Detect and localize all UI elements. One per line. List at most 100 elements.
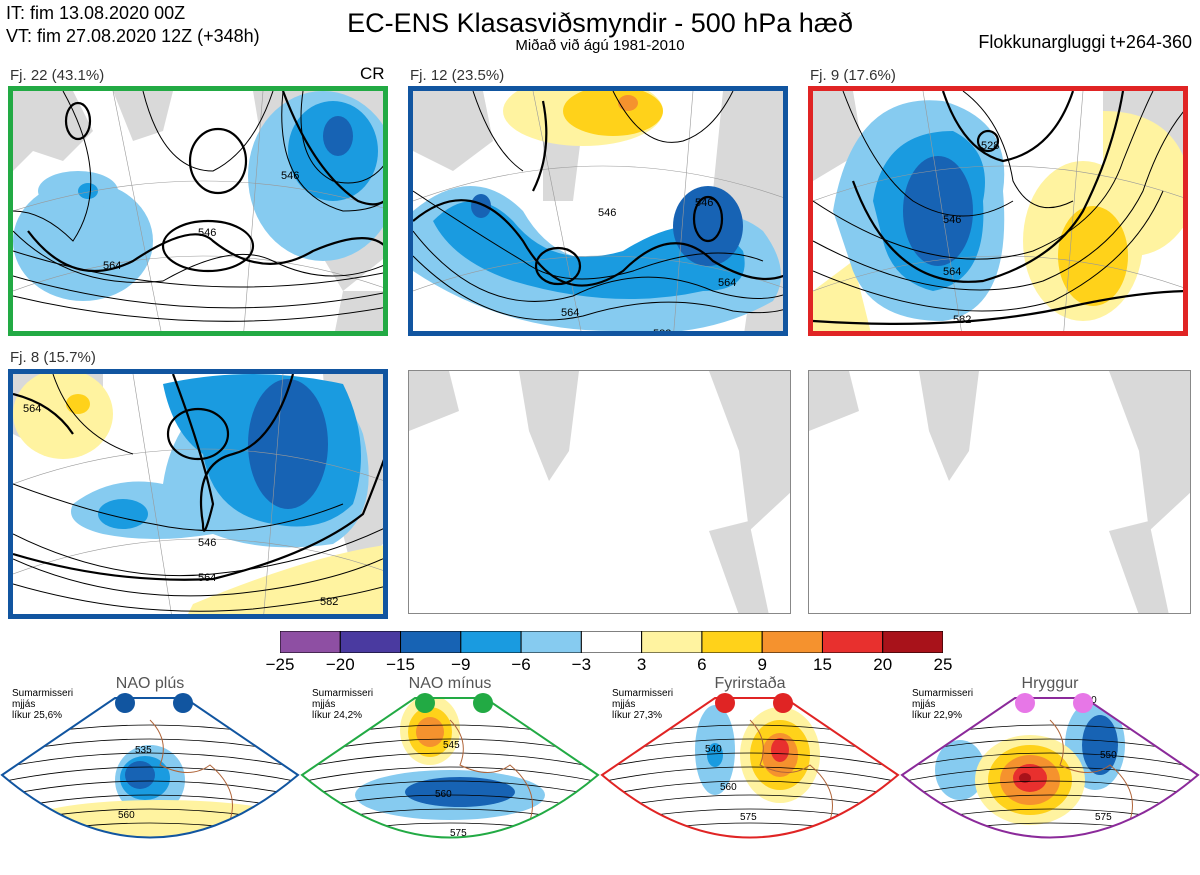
regime-info-line: Sumarmisseri <box>312 688 374 699</box>
colorbar-tick-label: −25 <box>265 655 295 674</box>
regime-dot <box>1015 693 1035 713</box>
p2-contour-2: 546 <box>695 197 713 209</box>
cluster-map-3-svg: 528 546 564 582 <box>813 91 1183 331</box>
colorbar-tick-label: 20 <box>873 655 893 674</box>
regime-info: Sumarmisseri mjjás líkur 24,2% <box>312 688 373 721</box>
contour-line <box>302 836 598 838</box>
colorbar-swatch <box>641 630 703 654</box>
colorbar-swatch <box>400 630 462 654</box>
regime-info-line: líkur 22,9% <box>912 710 963 721</box>
colorbar-tick-label: −20 <box>325 655 355 674</box>
regime-map: 535 560 <box>0 693 300 839</box>
colorbar-tick-label: 9 <box>757 655 767 674</box>
contour-line <box>602 836 898 838</box>
regime-outline <box>600 697 900 839</box>
valid-time: VT: fim 27.08.2020 12Z (+348h) <box>6 26 260 46</box>
contour-line <box>302 752 598 769</box>
colorbar-swatch <box>339 630 402 654</box>
contour-line <box>902 766 1198 783</box>
regime-dot <box>473 693 493 713</box>
cluster-label-2: Fj. 12 (23.5%) <box>410 67 505 84</box>
p4-contour-1: 564 <box>23 403 41 415</box>
p2-contour-1: 546 <box>598 207 616 219</box>
colorbar-tick-label: 25 <box>933 655 953 674</box>
p4-contour-5: 582 <box>163 613 181 619</box>
regime-panel: 535 560 NAO plús Sumarmisseri mjjás líkur 25,… <box>0 670 300 870</box>
regime-map: 530550575 <box>900 693 1200 839</box>
contour-line <box>902 822 1198 838</box>
contour-line <box>2 724 298 741</box>
contour-line <box>602 752 898 769</box>
regime-map: 545 560 575 <box>300 693 600 839</box>
regime-contour-label: 560 <box>118 810 135 821</box>
contour-line <box>302 766 598 783</box>
regime-contour-label: 575 <box>740 812 757 823</box>
contour-line <box>2 752 298 769</box>
p4-contour-4: 582 <box>320 596 338 608</box>
anomaly-patch <box>707 743 723 767</box>
regime-name: Hryggur <box>1021 675 1079 692</box>
regime-dot <box>115 693 135 713</box>
anomaly-patch <box>771 738 789 762</box>
cluster-map-1: 564 546 546 582 <box>8 86 388 336</box>
p3-contour-3: 564 <box>943 266 961 278</box>
empty-map-6 <box>808 370 1191 614</box>
colorbar-tick-label: −3 <box>571 655 592 674</box>
p1-contour-3: 546 <box>281 170 299 182</box>
colorbar-swatch <box>279 630 341 654</box>
colorbar-swatch <box>580 630 643 654</box>
regime-info-line: Sumarmisseri <box>12 688 74 699</box>
regime-contour-label: 535 <box>135 745 152 756</box>
regime-info-line: Sumarmisseri <box>912 688 974 699</box>
contour-line <box>602 822 898 838</box>
regime-name: NAO plús <box>115 675 185 692</box>
regime-contour-label: 560 <box>720 782 737 793</box>
regime-name: Fyrirstaða <box>714 675 786 692</box>
cluster-map-2: 546 546 564 564 582 <box>408 86 788 336</box>
colorbar-swatch <box>821 630 884 654</box>
contour-line <box>2 836 298 838</box>
regime-info: Sumarmisseri mjjás líkur 25,6% <box>12 688 73 721</box>
regime-map: 540 560 575 <box>600 693 900 839</box>
regime-dot <box>1073 693 1093 713</box>
regime-panel: 545 560 575 NAO mínus Sumarmisseri mjjás líkur… <box>300 670 600 870</box>
colorbar-swatch <box>520 630 582 654</box>
p2-contour-4: 564 <box>718 277 736 289</box>
p2-contour-3: 564 <box>561 307 579 319</box>
issue-time: IT: fim 13.08.2020 00Z <box>6 3 186 23</box>
contour-line <box>902 752 1198 769</box>
regime-info-line: mjjás <box>12 699 36 710</box>
regime-dot <box>715 693 735 713</box>
colorbar-tick-label: −15 <box>386 655 415 674</box>
empty-map-5-svg <box>409 371 790 613</box>
colorbar-swatch <box>460 630 522 654</box>
empty-map-5 <box>408 370 791 614</box>
regime-outline <box>0 697 300 839</box>
regime-info-line: líkur 24,2% <box>312 710 363 721</box>
regime-info-line: mjjás <box>312 699 336 710</box>
page-subtitle: Miðað við ágú 1981-2010 <box>515 37 685 54</box>
colorbar-swatch <box>761 630 823 654</box>
cluster-map-2-svg: 546 546 564 564 582 <box>413 91 783 331</box>
regime-contour-label: 545 <box>443 740 460 751</box>
anomaly-patch <box>30 800 290 838</box>
regime-info: Sumarmisseri mjjás líkur 27,3% <box>612 688 673 721</box>
regime-info-line: Sumarmisseri <box>612 688 674 699</box>
contour-line <box>2 766 298 783</box>
p3-contour-1: 528 <box>981 140 999 152</box>
regime-name: NAO mínus <box>408 675 492 692</box>
colorbar-svg <box>279 630 944 654</box>
p3-contour-2: 546 <box>943 214 961 226</box>
p1-contour-1: 564 <box>103 260 121 272</box>
cr-label: CR <box>360 64 385 83</box>
regime-dot <box>415 693 435 713</box>
colorbar-swatch <box>882 630 944 654</box>
contour-line <box>602 780 898 797</box>
regime-contour-label: 575 <box>450 828 467 839</box>
anomaly-patch <box>405 777 515 807</box>
regime-outline <box>900 697 1200 839</box>
colorbar-tick-label: 6 <box>697 655 707 674</box>
regime-info-line: mjjás <box>912 699 936 710</box>
cluster-label-1: Fj. 22 (43.1%) <box>10 67 105 84</box>
